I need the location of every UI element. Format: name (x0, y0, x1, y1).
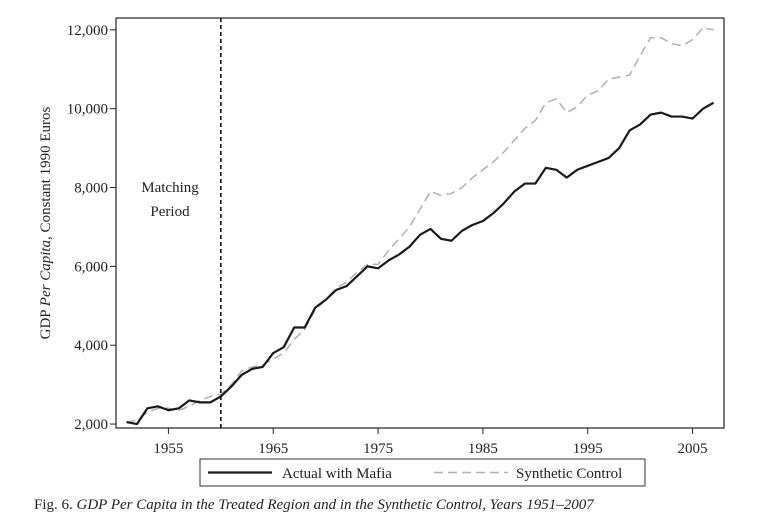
annotation-period: Period (150, 204, 190, 220)
y-tick-label: 2,000 (74, 417, 108, 433)
plot-frame (115, 17, 725, 429)
caption-title: GDP Per Capita in the Treated Region and… (76, 497, 594, 513)
x-tick-label: 2005 (678, 441, 708, 457)
plot-axes (115, 17, 725, 429)
y-tick-label: 12,000 (67, 23, 108, 39)
y-tick-label: 6,000 (74, 259, 108, 275)
caption-prefix: Fig. 6. (34, 497, 73, 513)
x-tick-label: 1995 (573, 441, 603, 457)
x-tick-label: 1955 (153, 441, 183, 457)
gdp-line-chart: 2,000 4,000 6,000 8,000 10,000 12,000 1955 196… (38, 17, 725, 487)
y-tick-label: 4,000 (74, 338, 108, 354)
annotation-matching: Matching (141, 180, 199, 196)
x-tick-label: 1985 (468, 441, 498, 457)
series-synthetic-line (126, 27, 714, 423)
y-axis-ticks: 2,000 4,000 6,000 8,000 10,000 12,000 (67, 23, 116, 433)
legend-label-synthetic: Synthetic Control (516, 466, 622, 482)
series-layer (126, 27, 715, 426)
legend-label-actual: Actual with Mafia (282, 466, 392, 482)
y-axis-label-suffix: , Constant 1990 Euros (38, 106, 54, 239)
y-axis-label-italic: Per Capita (38, 240, 54, 307)
x-tick-label: 1965 (258, 441, 288, 457)
y-tick-label: 10,000 (67, 102, 108, 118)
x-axis-ticks: 1955 1965 1975 1985 1995 2005 (153, 428, 708, 457)
legend: Actual with Mafia Synthetic Control (199, 458, 646, 487)
x-tick-label: 1975 (363, 441, 393, 457)
figure-caption: Fig. 6. GDP Per Capita in the Treated Re… (34, 497, 764, 514)
series-actual-line (126, 101, 715, 426)
y-tick-label: 8,000 (74, 181, 108, 197)
legend-box (199, 458, 646, 487)
y-axis-label-prefix: GDP (38, 306, 54, 339)
y-axis-label: GDP Per Capita, Constant 1990 Euros (38, 106, 54, 339)
